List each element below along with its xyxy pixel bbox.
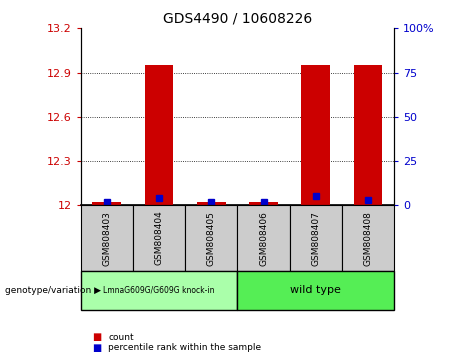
- Bar: [301, 65, 330, 205]
- Bar: [290, 205, 342, 271]
- Bar: [133, 205, 185, 271]
- Text: percentile rank within the sample: percentile rank within the sample: [108, 343, 261, 352]
- Bar: [81, 271, 237, 310]
- Text: LmnaG609G/G609G knock-in: LmnaG609G/G609G knock-in: [103, 286, 215, 295]
- Bar: [354, 65, 382, 205]
- Text: GSM808407: GSM808407: [311, 211, 320, 266]
- Bar: [197, 202, 226, 205]
- Bar: [92, 202, 121, 205]
- Text: GSM808408: GSM808408: [364, 211, 372, 266]
- Bar: [342, 205, 394, 271]
- Bar: [81, 205, 133, 271]
- Text: ■: ■: [92, 332, 101, 342]
- Text: wild type: wild type: [290, 285, 341, 295]
- Bar: [185, 205, 237, 271]
- Text: ■: ■: [92, 343, 101, 353]
- Bar: [237, 271, 394, 310]
- Bar: [145, 65, 173, 205]
- Bar: [249, 202, 278, 205]
- Text: GSM808404: GSM808404: [154, 211, 164, 266]
- Bar: [237, 205, 290, 271]
- Text: GSM808406: GSM808406: [259, 211, 268, 266]
- Title: GDS4490 / 10608226: GDS4490 / 10608226: [163, 12, 312, 26]
- Text: genotype/variation ▶: genotype/variation ▶: [5, 286, 100, 295]
- Text: GSM808405: GSM808405: [207, 211, 216, 266]
- Text: count: count: [108, 332, 134, 342]
- Text: GSM808403: GSM808403: [102, 211, 111, 266]
